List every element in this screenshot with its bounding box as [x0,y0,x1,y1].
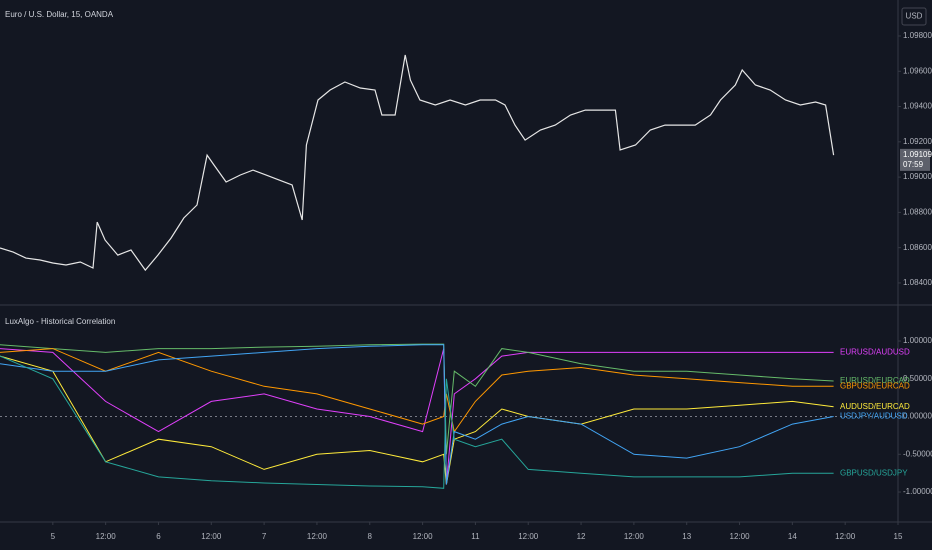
x-tick-label: 12:00 [624,532,645,541]
series-label: GBPUSD/USDJPY [840,468,908,477]
x-tick-label: 7 [262,532,267,541]
y-tick-label: 1.09000 [903,172,932,181]
series-label: EURUSD/AUDUSD [840,347,910,356]
x-tick-label: 12:00 [730,532,751,541]
x-tick-label: 12:00 [96,532,117,541]
series-line [0,344,834,485]
countdown-label: 07:59 [903,160,924,169]
x-tick-label: 15 [894,532,903,541]
y-tick-label: 1.09600 [903,66,932,75]
x-tick-label: 12:00 [201,532,222,541]
x-tick-label: 13 [682,532,691,541]
chart-title: Euro / U.S. Dollar, 15, OANDA [5,10,114,19]
series-line [0,343,834,455]
last-price-label: 1.09109 [903,150,932,159]
y-tick-label: 1.09800 [903,31,932,40]
currency-button[interactable] [901,7,927,26]
series-label: USDJPY/AUDUSD [840,412,908,421]
x-tick-label: 12:00 [413,532,434,541]
series-label: AUDUSD/EURCAD [840,402,910,411]
y-tick-label: 1.09200 [903,137,932,146]
x-tick-label: 12 [577,532,586,541]
x-tick-label: 6 [156,532,161,541]
y-tick-label: 1.00000 [903,336,932,345]
x-tick-label: 14 [788,532,797,541]
x-tick-label: 12:00 [518,532,539,541]
x-tick-label: 5 [51,532,56,541]
y-tick-label: 1.09400 [903,102,932,111]
series-line [0,355,834,489]
y-tick-label: 1.08600 [903,243,932,252]
price-line [0,54,835,272]
series-label: EURUSD/EURCAD [840,376,910,385]
y-tick-label: 0.00000 [903,412,932,421]
x-tick-label: 12:00 [835,532,856,541]
x-tick-label: 12:00 [307,532,328,541]
series-label: GBPUSD/EURCAD [840,381,910,390]
currency-label[interactable]: USD [906,12,923,21]
y-tick-label: 0.50000 [903,374,932,383]
y-tick-label: -1.00000 [903,487,932,496]
x-tick-label: 11 [471,532,480,541]
y-tick-label: 1.08800 [903,207,932,216]
last-price-box [900,148,930,171]
y-tick-label: -0.50000 [903,449,932,458]
y-tick-label: 1.08400 [903,278,932,287]
x-tick-label: 8 [368,532,373,541]
indicator-title: LuxAlgo - Historical Correlation [5,317,115,326]
